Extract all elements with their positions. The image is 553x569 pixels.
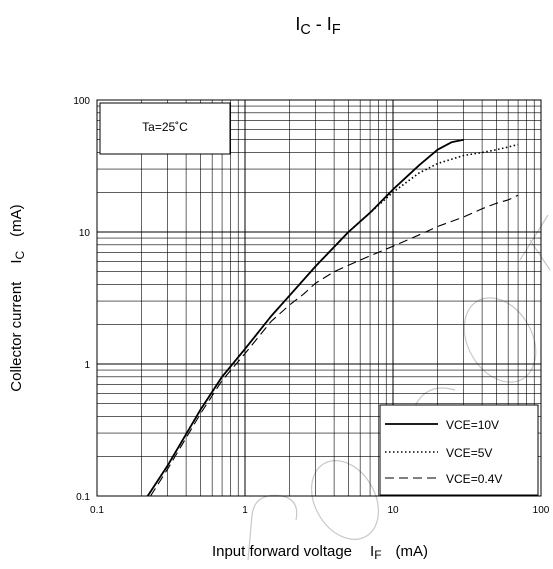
x-axis-label-prefix: Input forward voltage	[212, 543, 352, 560]
x-tick-label: 100	[533, 505, 550, 516]
legend-label-main: V	[446, 418, 454, 432]
y-tick-label: 0.1	[76, 492, 90, 503]
legend-label-sub: CE	[454, 418, 471, 432]
title-sub-2: F	[332, 22, 341, 38]
legend-label-sub: CE	[454, 472, 471, 486]
plot-frame	[96, 99, 542, 497]
chart-title: IC - IF	[295, 14, 340, 38]
legend-label-value: =0.4V	[471, 472, 503, 486]
legend-frame	[379, 404, 539, 496]
watermark-letter-m	[519, 214, 551, 271]
x-tick-label: 10	[387, 505, 399, 516]
title-main-2: I	[327, 14, 332, 34]
legend-label-solid: VCE=10V	[446, 418, 499, 432]
y-axis-label-symbol: I	[8, 259, 25, 263]
legend-label-dotted: VCE=5V	[446, 446, 492, 460]
series-lines	[146, 138, 519, 497]
legend-label-dashed: VCE=0.4V	[446, 472, 502, 486]
series-line-dashed	[150, 194, 519, 497]
title-main-1: I	[295, 14, 300, 34]
watermark	[247, 214, 551, 561]
watermark-letter-e	[310, 460, 380, 540]
legend-label-value: =10V	[471, 418, 499, 432]
x-axis-label-unit: (mA)	[396, 543, 429, 560]
x-tick-labels: 0.1 1 10 100	[90, 505, 550, 516]
y-axis-label: Collector current IC (mA)	[8, 204, 27, 391]
x-axis-label-symbol: I	[370, 543, 374, 560]
title-sub-1: C	[300, 22, 310, 38]
title-sep: -	[311, 14, 327, 34]
y-axis-label-prefix: Collector current	[8, 281, 25, 392]
y-axis-label-symbol-sub: C	[13, 250, 27, 259]
legend-label-value: =5V	[471, 446, 493, 460]
legend-label-main: V	[446, 446, 454, 460]
y-tick-label: 10	[79, 228, 91, 239]
x-axis-label: Input forward voltage IF (mA)	[212, 543, 428, 562]
y-tick-labels: 0.1 1 10 100	[73, 96, 90, 503]
y-tick-label: 100	[73, 96, 90, 107]
annotation-box: Ta=25˚C	[99, 102, 231, 155]
y-tick-label: 1	[84, 360, 90, 371]
x-tick-label: 1	[242, 505, 248, 516]
x-axis-label-symbol-sub: F	[374, 548, 381, 562]
annotation-text: Ta=25˚C	[142, 120, 188, 134]
y-axis-label-unit: (mA)	[8, 204, 25, 237]
legend-label-main: V	[446, 472, 454, 486]
legend-label-sub: CE	[454, 446, 471, 460]
x-tick-label: 0.1	[90, 505, 104, 516]
watermark-letter-o	[463, 297, 537, 383]
annotation-frame	[99, 102, 231, 155]
